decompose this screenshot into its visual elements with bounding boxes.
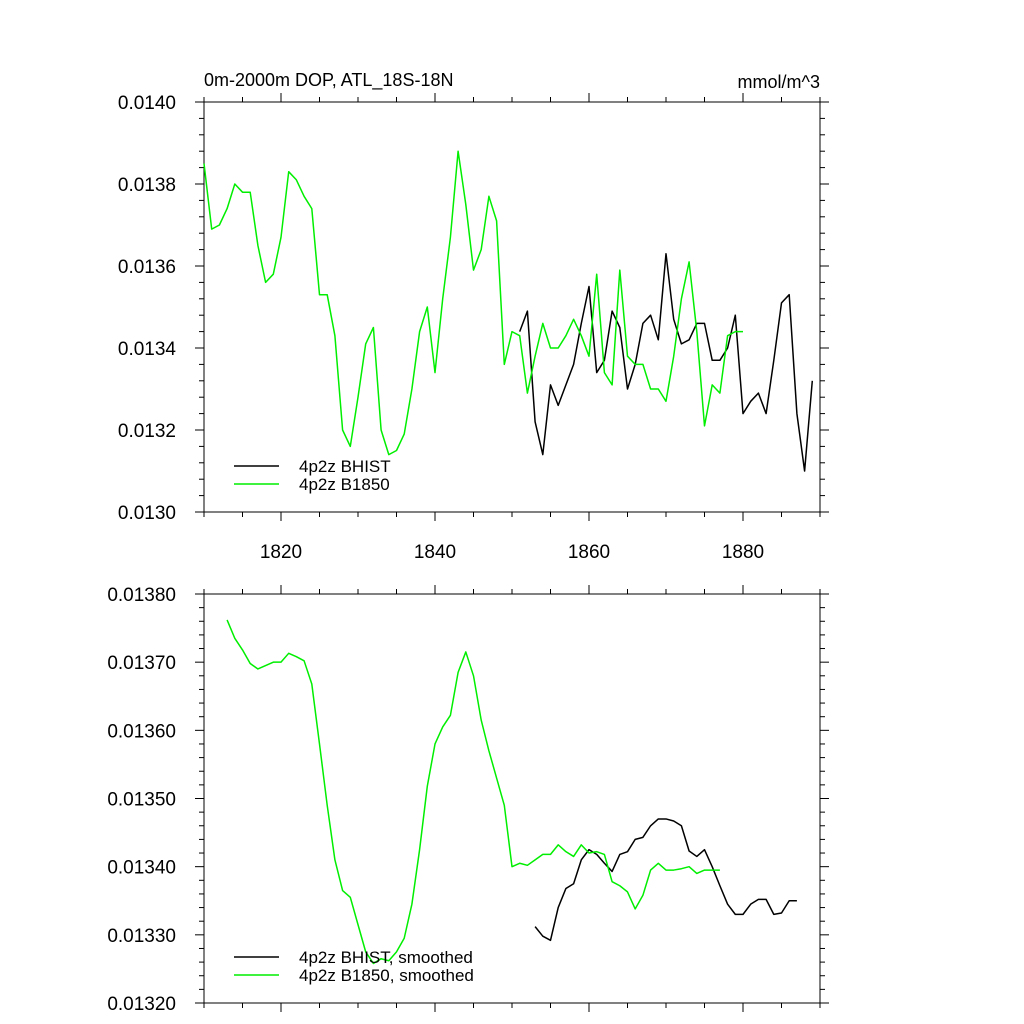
x-tick-label: 1840	[414, 542, 456, 563]
y-tick-label: 0.0136	[118, 257, 176, 278]
legend-label: 4p2z B1850	[299, 475, 390, 494]
units-label: mmol/m^3	[738, 72, 820, 92]
series-line	[534, 818, 797, 942]
chart-title: 0m-2000m DOP, ATL_18S-18N	[204, 70, 453, 91]
y-tick-label: 0.01330	[107, 926, 176, 947]
x-tick-label: 1880	[722, 542, 764, 563]
y-tick-label: 0.01340	[107, 858, 176, 879]
series-line	[226, 619, 720, 965]
y-tick-label: 0.0138	[118, 175, 176, 196]
y-tick-label: 0.01380	[107, 585, 176, 606]
top-panel-dop: 1820 1840 1860 1880 0.0130 0.0132 0.0134 0.0136…	[118, 70, 829, 563]
plot-frame	[203, 593, 821, 1004]
x-tick-label: 1820	[260, 542, 302, 563]
y-tick-label: 0.01360	[107, 721, 176, 742]
series-1	[203, 150, 744, 456]
y-tick-label: 0.0140	[118, 93, 176, 114]
legend-label: 4p2z BHIST	[299, 457, 391, 476]
series-0	[534, 818, 797, 942]
y-tick-label: 0.01370	[107, 653, 176, 674]
plot-frame	[203, 101, 821, 513]
x-tick-label: 1860	[568, 542, 610, 563]
y-tick-label: 0.01350	[107, 790, 176, 811]
series-line	[518, 252, 814, 472]
series-0	[518, 252, 814, 472]
legend-label: 4p2z B1850, smoothed	[299, 966, 474, 985]
y-tick-label: 0.01320	[107, 994, 176, 1015]
bottom-panel-dop-smoothed: 0.01320 0.01330 0.01340 0.01350 0.01360 0.013…	[107, 585, 829, 1015]
series-1	[226, 619, 720, 965]
y-tick-label: 0.0132	[118, 421, 176, 442]
y-tick-label: 0.0130	[118, 503, 176, 524]
legend-label: 4p2z BHIST, smoothed	[299, 948, 473, 967]
y-tick-label: 0.0134	[118, 339, 177, 360]
